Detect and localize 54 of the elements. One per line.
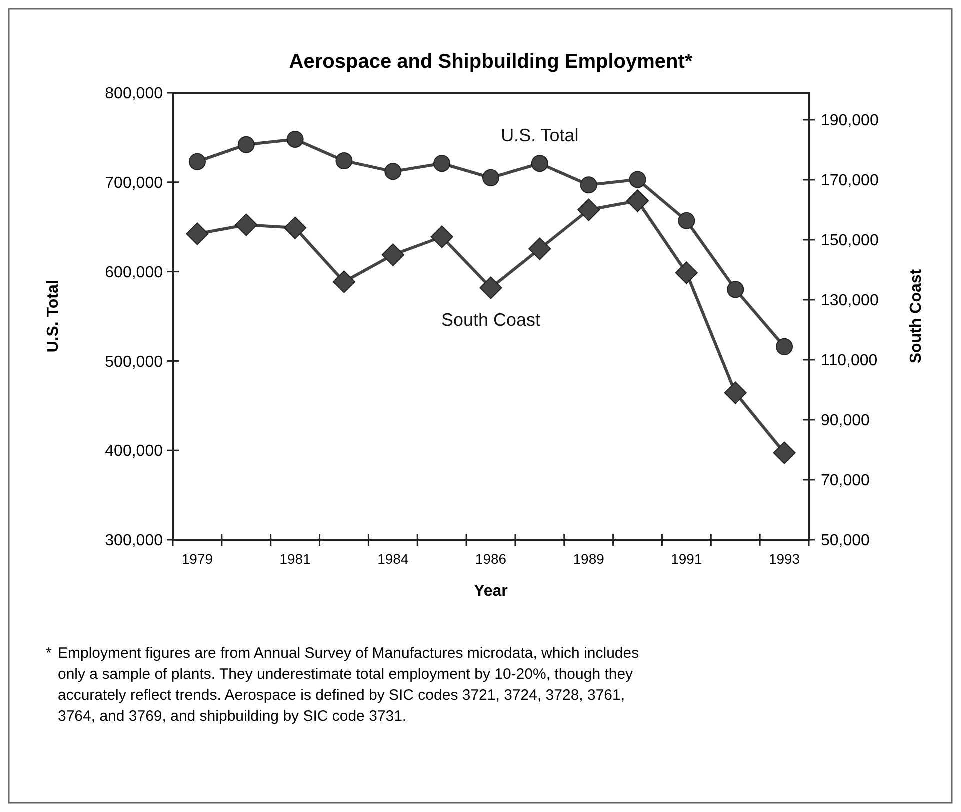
series-label: South Coast bbox=[441, 310, 541, 330]
y-tick-label: 300,000 bbox=[105, 532, 164, 550]
point bbox=[776, 338, 794, 356]
point bbox=[384, 163, 402, 180]
point bbox=[629, 171, 646, 188]
y-tick-label: 400,000 bbox=[105, 443, 164, 460]
y2-tick-label: 190,000 bbox=[821, 112, 879, 130]
x-tick-label: 1989 bbox=[573, 551, 605, 567]
point bbox=[382, 244, 404, 266]
y2-axis-title: South Coast bbox=[908, 268, 925, 364]
x-tick-label: 1991 bbox=[671, 551, 702, 567]
point bbox=[480, 276, 502, 300]
point bbox=[773, 442, 796, 464]
point bbox=[336, 152, 353, 170]
y-tick-label: 800,000 bbox=[105, 86, 164, 103]
point bbox=[332, 270, 356, 294]
x-tick-label: 1993 bbox=[768, 551, 800, 567]
y2-tick-label: 50,000 bbox=[821, 532, 870, 550]
y-tick-label: 500,000 bbox=[105, 354, 164, 371]
x-tick-label: 1981 bbox=[280, 551, 312, 567]
y-tick-label: 700,000 bbox=[105, 175, 164, 192]
point bbox=[675, 262, 698, 284]
series-label: U.S. Total bbox=[501, 126, 579, 146]
y2-tick-label: 150,000 bbox=[821, 232, 879, 250]
y-tick-label: 600,000 bbox=[105, 264, 164, 282]
point bbox=[238, 136, 255, 154]
x-tick-label: 1979 bbox=[182, 551, 214, 567]
point bbox=[580, 176, 598, 194]
point bbox=[626, 190, 650, 212]
x-tick-label: 1984 bbox=[378, 551, 409, 567]
point bbox=[286, 130, 304, 148]
point bbox=[727, 281, 744, 298]
y2-tick-label: 90,000 bbox=[821, 412, 870, 430]
chart-title: Aerospace and Shipbuilding Employment* bbox=[289, 51, 693, 73]
point bbox=[531, 155, 548, 172]
point bbox=[188, 153, 206, 170]
y2-tick-label: 130,000 bbox=[821, 292, 879, 310]
point bbox=[528, 238, 552, 260]
point bbox=[434, 155, 451, 172]
point bbox=[235, 214, 258, 236]
point bbox=[186, 222, 209, 246]
y2-tick-label: 110,000 bbox=[821, 352, 878, 370]
point bbox=[430, 226, 454, 248]
x-axis-title: Year bbox=[474, 583, 508, 600]
y2-tick-label: 170,000 bbox=[821, 172, 879, 190]
point bbox=[578, 198, 600, 222]
point bbox=[724, 382, 747, 404]
y-axis-title: U.S. Total bbox=[45, 280, 62, 353]
x-tick-label: 1986 bbox=[475, 551, 507, 567]
y2-tick-label: 70,000 bbox=[821, 472, 870, 490]
point bbox=[482, 169, 500, 186]
point bbox=[284, 216, 307, 240]
point bbox=[678, 212, 696, 230]
text: * Employment figures are from Annual Survey of Manufactures microdata, which includes only a sample of plants. They underestimate total employment by 10-20%, though they accurately reflect trends. Aerospace is defined by SIC codes 3721, 3724, 3728, 3761, 3764, and 3769, and shipbuilding by SIC code 3731. bbox=[46, 645, 640, 725]
